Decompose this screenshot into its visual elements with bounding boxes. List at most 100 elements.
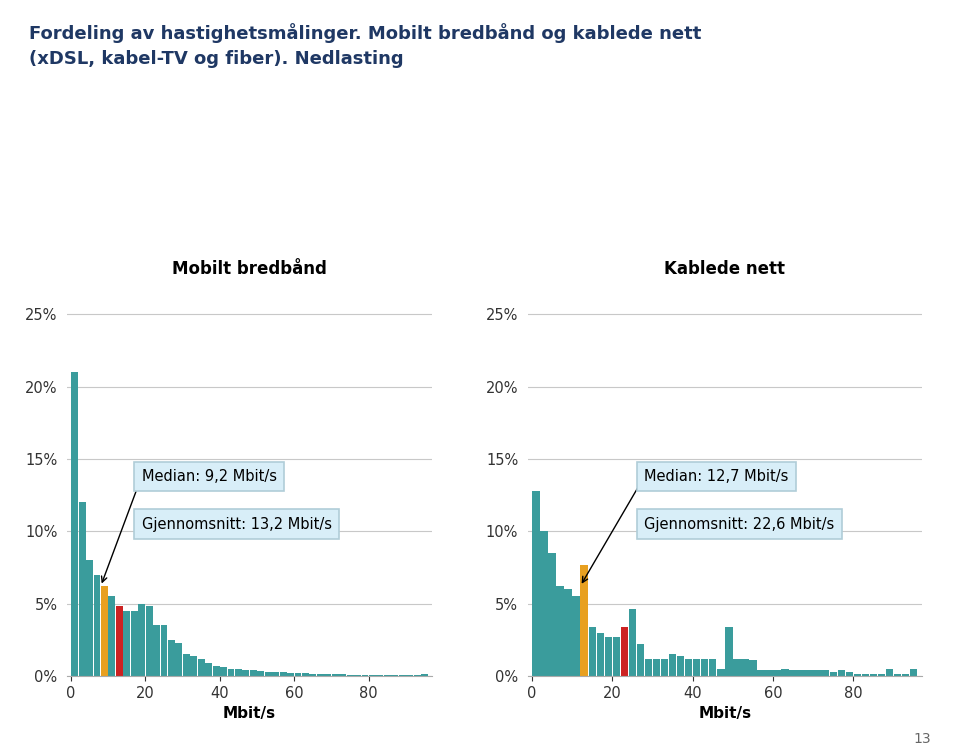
Bar: [540, 531, 548, 676]
X-axis label: Mbit/s: Mbit/s: [223, 706, 276, 721]
Bar: [369, 675, 376, 676]
Bar: [773, 670, 780, 676]
Bar: [101, 587, 108, 676]
Bar: [168, 640, 175, 676]
Bar: [677, 656, 684, 676]
X-axis label: Mbit/s: Mbit/s: [698, 706, 752, 721]
Bar: [629, 609, 636, 676]
Bar: [829, 671, 837, 676]
Bar: [588, 627, 596, 676]
Title: Kablede nett: Kablede nett: [664, 261, 785, 279]
Bar: [212, 666, 220, 676]
Bar: [805, 670, 813, 676]
Bar: [250, 670, 256, 676]
Bar: [176, 643, 182, 676]
Bar: [636, 644, 644, 676]
Bar: [347, 674, 353, 676]
Bar: [339, 674, 347, 676]
Text: Fordeling av hastighetsmålinger. Mobilt bredbånd og kablede nett
(xDSL, kabel-TV: Fordeling av hastighetsmålinger. Mobilt …: [29, 23, 701, 68]
Bar: [901, 674, 909, 676]
Bar: [86, 560, 93, 676]
Bar: [653, 659, 660, 676]
Bar: [228, 668, 234, 676]
Bar: [877, 674, 885, 676]
Bar: [198, 659, 204, 676]
Bar: [93, 575, 101, 676]
Bar: [645, 659, 652, 676]
Bar: [190, 656, 197, 676]
Bar: [564, 589, 572, 676]
Bar: [265, 671, 272, 676]
Bar: [822, 670, 828, 676]
Bar: [235, 668, 242, 676]
Bar: [572, 596, 580, 676]
Bar: [709, 659, 716, 676]
Bar: [605, 637, 612, 676]
Bar: [669, 654, 677, 676]
Bar: [596, 632, 604, 676]
Bar: [376, 675, 383, 676]
Bar: [581, 565, 588, 676]
Bar: [846, 671, 853, 676]
Bar: [621, 627, 628, 676]
Bar: [257, 671, 264, 676]
Bar: [309, 674, 317, 676]
Bar: [789, 670, 797, 676]
Bar: [71, 372, 78, 676]
Bar: [749, 660, 756, 676]
Bar: [108, 596, 115, 676]
Bar: [324, 674, 331, 676]
Bar: [182, 654, 190, 676]
Bar: [781, 668, 789, 676]
Bar: [612, 637, 620, 676]
Bar: [693, 659, 701, 676]
Bar: [354, 674, 361, 676]
Bar: [910, 668, 918, 676]
Bar: [153, 626, 160, 676]
Bar: [123, 611, 131, 676]
Bar: [79, 502, 85, 676]
Bar: [317, 674, 324, 676]
Bar: [243, 670, 250, 676]
Text: Median: 9,2 Mbit/s: Median: 9,2 Mbit/s: [142, 469, 276, 484]
Bar: [220, 667, 227, 676]
Text: Gjennomsnitt: 22,6 Mbit/s: Gjennomsnitt: 22,6 Mbit/s: [644, 517, 835, 532]
Bar: [362, 674, 369, 676]
Bar: [273, 671, 279, 676]
Bar: [287, 673, 294, 676]
Bar: [684, 659, 692, 676]
Bar: [205, 663, 212, 676]
Bar: [279, 672, 287, 676]
Bar: [741, 659, 749, 676]
Bar: [725, 627, 732, 676]
Bar: [765, 670, 773, 676]
Text: Gjennomsnitt: 13,2 Mbit/s: Gjennomsnitt: 13,2 Mbit/s: [142, 517, 331, 532]
Bar: [138, 604, 145, 676]
Bar: [146, 607, 153, 676]
Bar: [798, 670, 804, 676]
Bar: [421, 674, 428, 676]
Bar: [701, 659, 708, 676]
Bar: [302, 674, 309, 676]
Bar: [853, 674, 861, 676]
Bar: [894, 674, 901, 676]
Bar: [870, 674, 877, 676]
Bar: [557, 587, 564, 676]
Bar: [837, 670, 845, 676]
Bar: [862, 674, 869, 676]
Bar: [116, 607, 123, 676]
Bar: [757, 670, 765, 676]
Bar: [813, 670, 821, 676]
Title: Mobilt bredbånd: Mobilt bredbånd: [172, 261, 327, 279]
Bar: [548, 553, 556, 676]
Bar: [717, 668, 725, 676]
Bar: [886, 668, 893, 676]
Bar: [160, 626, 167, 676]
Bar: [332, 674, 339, 676]
Bar: [131, 611, 137, 676]
Bar: [295, 673, 301, 676]
Text: 13: 13: [914, 732, 931, 746]
Bar: [532, 490, 540, 676]
Text: Median: 12,7 Mbit/s: Median: 12,7 Mbit/s: [644, 469, 789, 484]
Bar: [660, 659, 668, 676]
